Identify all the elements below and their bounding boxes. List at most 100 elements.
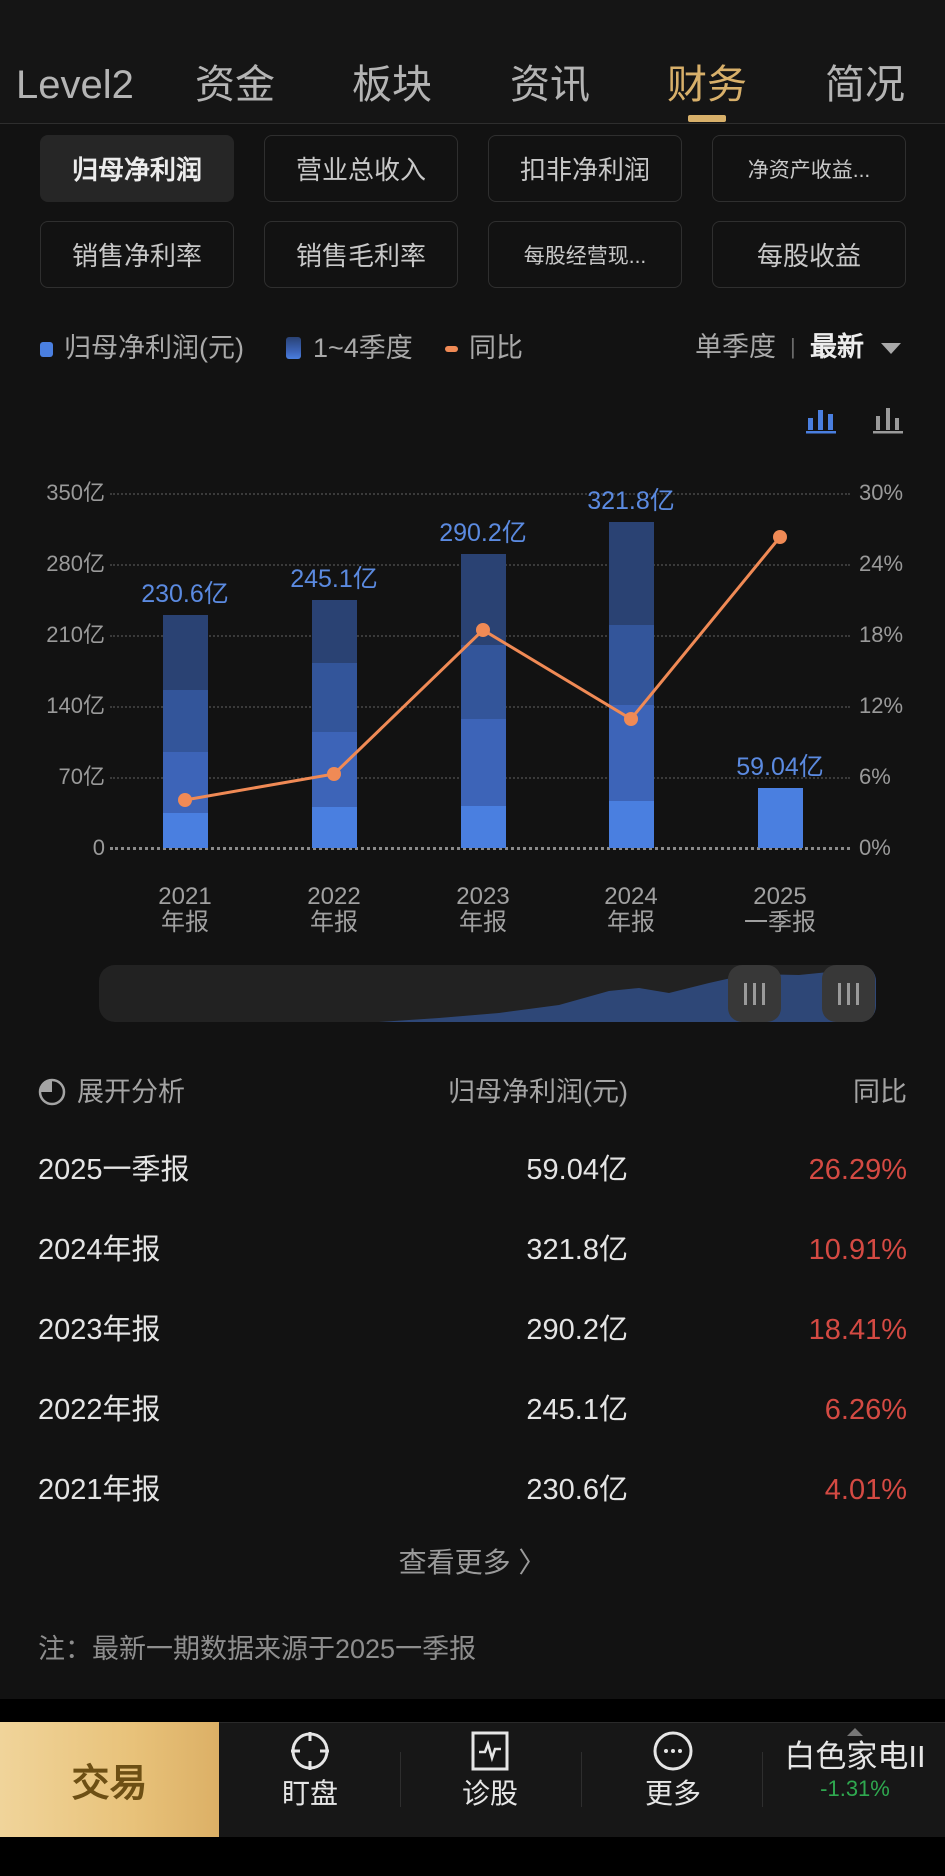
- bar-2021[interactable]: [163, 615, 208, 848]
- bar-2024[interactable]: [609, 522, 654, 848]
- bar-chart-icon[interactable]: [873, 404, 903, 434]
- gridline: [110, 493, 850, 495]
- metric-ocf-per-share-button[interactable]: 每股经营现...: [488, 221, 682, 288]
- tab-finance[interactable]: 财务: [667, 63, 747, 107]
- legend-quarters-swatch: [286, 337, 301, 359]
- metric-net-profit-button[interactable]: 归母净利润: [40, 135, 234, 202]
- y-left-tick: 0: [92, 835, 105, 860]
- row-period: 2025一季报: [38, 1154, 190, 1186]
- sector-quote[interactable]: 白色家电II -1.31%: [775, 1728, 935, 1802]
- pulse-chart-icon: [471, 1731, 509, 1771]
- single-quarter-toggle[interactable]: 单季度: [695, 332, 776, 362]
- row-value: 230.6亿: [526, 1474, 628, 1506]
- metric-net-margin-button[interactable]: 销售净利率: [40, 221, 234, 288]
- nav-more-label: 更多: [644, 1778, 701, 1809]
- y-right-tick: 0%: [859, 835, 891, 860]
- row-yoy: 18.41%: [808, 1314, 907, 1346]
- row-yoy: 6.26%: [824, 1394, 907, 1426]
- bar-segment-q1: [609, 801, 654, 848]
- x-tick-period: 年报: [161, 909, 209, 936]
- row-period: 2023年报: [38, 1314, 161, 1346]
- row-value: 321.8亿: [526, 1234, 628, 1266]
- expand-up-icon: [847, 1728, 863, 1736]
- metric-eps-button[interactable]: 每股收益: [712, 221, 906, 288]
- tab-level2[interactable]: Level2: [16, 63, 134, 107]
- row-period: 2024年报: [38, 1234, 161, 1266]
- metric-revenue-button[interactable]: 营业总收入: [264, 135, 458, 202]
- row-period: 2022年报: [38, 1394, 161, 1426]
- crosshair-icon: [291, 1732, 329, 1770]
- sector-name: 白色家电II: [784, 1739, 926, 1774]
- metric-roe-button[interactable]: 净资产收益...: [712, 135, 906, 202]
- pie-chart-icon[interactable]: [38, 1078, 66, 1106]
- x-tick-2021: 2021 年报: [125, 884, 245, 936]
- yoy-column-header: 同比: [853, 1077, 907, 1107]
- nav-diagnose-label: 诊股: [461, 1778, 518, 1809]
- bar-segment-q3: [163, 690, 208, 752]
- bar-2023[interactable]: [461, 554, 506, 848]
- y-right-tick: 6%: [859, 764, 891, 789]
- stacked-bar-chart-icon[interactable]: [806, 404, 836, 434]
- tab-profile[interactable]: 简况: [825, 63, 905, 107]
- more-dots-icon: [653, 1731, 693, 1771]
- bar-segment-q1: [461, 806, 506, 848]
- bar-segment-q1: [163, 813, 208, 848]
- bar-segment-q3: [461, 645, 506, 719]
- bar-2025q1[interactable]: [758, 788, 803, 848]
- bar-segment-q4: [609, 522, 654, 625]
- nav-divider: [762, 1752, 763, 1807]
- expand-analysis-link[interactable]: 展开分析: [77, 1077, 185, 1107]
- nav-diagnose[interactable]: 诊股: [430, 1730, 550, 1810]
- y-right-tick: 24%: [859, 551, 904, 576]
- y-left-tick: 140亿: [46, 693, 105, 718]
- tab-news[interactable]: 资讯: [510, 63, 590, 107]
- y-left-tick: 210亿: [46, 622, 105, 647]
- sector-change: -1.31%: [820, 1776, 890, 1801]
- view-more-link[interactable]: 查看更多 〉: [398, 1547, 547, 1578]
- row-yoy: 26.29%: [808, 1154, 907, 1186]
- period-separator: |: [790, 334, 796, 359]
- tab-sector[interactable]: 板块: [352, 63, 432, 107]
- metric-deducted-profit-button[interactable]: 扣非净利润: [488, 135, 682, 202]
- chevron-down-icon[interactable]: [881, 343, 901, 354]
- bar-segment-q3: [609, 625, 654, 705]
- bar-value-label: 59.04亿: [736, 753, 824, 781]
- x-tick-period: 年报: [459, 909, 507, 936]
- yoy-line: [178, 530, 787, 807]
- bar-segment-q1: [758, 788, 803, 848]
- top-tab-bar: Level2 资金 板块 资讯 财务 简况: [0, 0, 945, 124]
- bar-value-label: 245.1亿: [290, 565, 378, 593]
- x-tick-period: 一季报: [744, 909, 816, 936]
- y-right-tick: 30%: [859, 480, 904, 505]
- x-tick-year: 2025: [753, 883, 807, 910]
- bar-segment-q4: [312, 600, 357, 663]
- trade-button[interactable]: 交易: [0, 1722, 219, 1837]
- nav-watch[interactable]: 盯盘: [250, 1730, 370, 1810]
- range-slider-right-handle[interactable]: [822, 965, 875, 1022]
- row-value: 59.04亿: [526, 1154, 628, 1186]
- x-tick-2022: 2022 年报: [274, 884, 394, 936]
- bar-value-label: 230.6亿: [141, 580, 229, 608]
- tab-funds[interactable]: 资金: [195, 63, 275, 107]
- legend-quarters-label: 1~4季度: [313, 333, 413, 363]
- latest-dropdown[interactable]: 最新: [810, 332, 864, 362]
- bar-segment-q3: [312, 663, 357, 732]
- x-tick-period: 年报: [607, 909, 655, 936]
- x-tick-period: 年报: [310, 909, 358, 936]
- row-value: 245.1亿: [526, 1394, 628, 1426]
- row-value: 290.2亿: [526, 1314, 628, 1346]
- x-tick-year: 2024: [604, 883, 658, 910]
- metric-gross-margin-button[interactable]: 销售毛利率: [264, 221, 458, 288]
- value-column-header: 归母净利润(元): [448, 1077, 628, 1107]
- nav-more[interactable]: 更多: [613, 1730, 733, 1810]
- bar-value-label: 290.2亿: [439, 519, 527, 547]
- baseline: [110, 847, 850, 850]
- x-tick-year: 2023: [456, 883, 510, 910]
- nav-divider: [400, 1752, 401, 1807]
- range-slider-left-handle[interactable]: [728, 965, 781, 1022]
- x-tick-year: 2021: [158, 883, 212, 910]
- row-yoy: 4.01%: [824, 1474, 907, 1506]
- legend-profit-label: 归母净利润(元): [64, 333, 244, 363]
- x-tick-year: 2022: [307, 883, 361, 910]
- x-tick-2024: 2024 年报: [571, 884, 691, 936]
